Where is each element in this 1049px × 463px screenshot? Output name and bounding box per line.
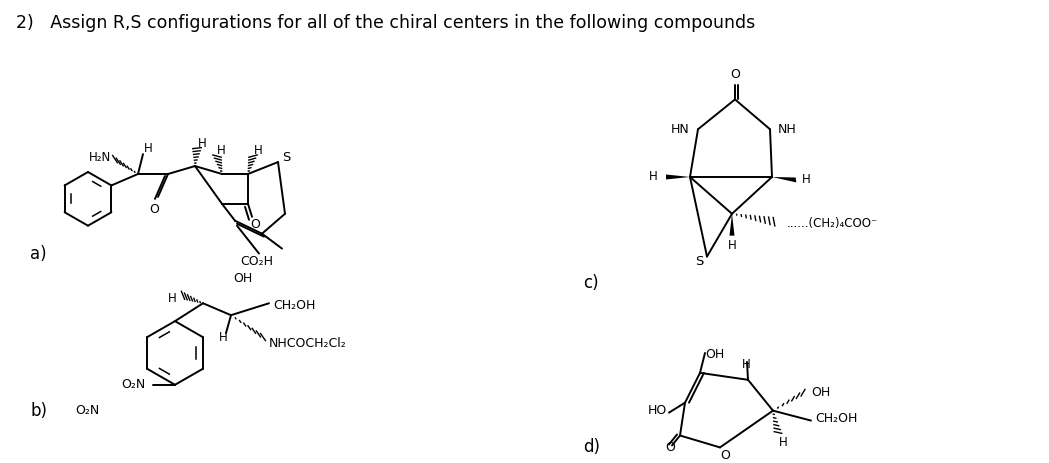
Text: H: H [802, 174, 811, 187]
Text: O₂N: O₂N [121, 378, 145, 391]
Text: H: H [649, 170, 658, 183]
Text: CH₂OH: CH₂OH [273, 299, 316, 312]
Text: H: H [742, 358, 750, 371]
Polygon shape [666, 175, 690, 180]
Text: ......(CH₂)₄COO⁻: ......(CH₂)₄COO⁻ [787, 217, 878, 230]
Text: O: O [250, 218, 260, 231]
Text: H₂N: H₂N [89, 150, 111, 163]
Text: CO₂H: CO₂H [240, 255, 274, 268]
Polygon shape [729, 214, 734, 236]
Text: NHCOCH₂Cl₂: NHCOCH₂Cl₂ [269, 337, 347, 350]
Text: c): c) [583, 275, 599, 292]
Text: H: H [217, 144, 226, 156]
Text: S: S [282, 150, 291, 163]
Text: O: O [720, 449, 730, 462]
Polygon shape [772, 177, 796, 182]
Text: H: H [144, 142, 152, 155]
Text: O₂N: O₂N [74, 404, 100, 417]
Text: O: O [665, 441, 675, 454]
Text: O: O [730, 68, 740, 81]
Text: H: H [728, 239, 736, 252]
Text: OH: OH [705, 349, 724, 362]
Text: a): a) [30, 244, 46, 263]
Text: NH: NH [778, 123, 797, 136]
Text: H: H [778, 436, 788, 449]
Text: b): b) [30, 401, 47, 419]
Text: H: H [254, 144, 262, 156]
Text: S: S [694, 255, 703, 268]
Text: CH₂OH: CH₂OH [815, 412, 857, 425]
Text: 2)   Assign R,S configurations for all of the chiral centers in the following co: 2) Assign R,S configurations for all of … [16, 14, 755, 32]
Text: HO: HO [647, 404, 667, 417]
Text: H: H [197, 137, 207, 150]
Polygon shape [204, 280, 227, 303]
Text: O: O [149, 203, 159, 216]
Text: H: H [168, 292, 177, 305]
Text: d): d) [583, 438, 600, 457]
Text: HN: HN [671, 123, 690, 136]
Text: H: H [218, 331, 228, 344]
Text: OH: OH [233, 272, 252, 285]
Text: OH: OH [811, 386, 830, 399]
